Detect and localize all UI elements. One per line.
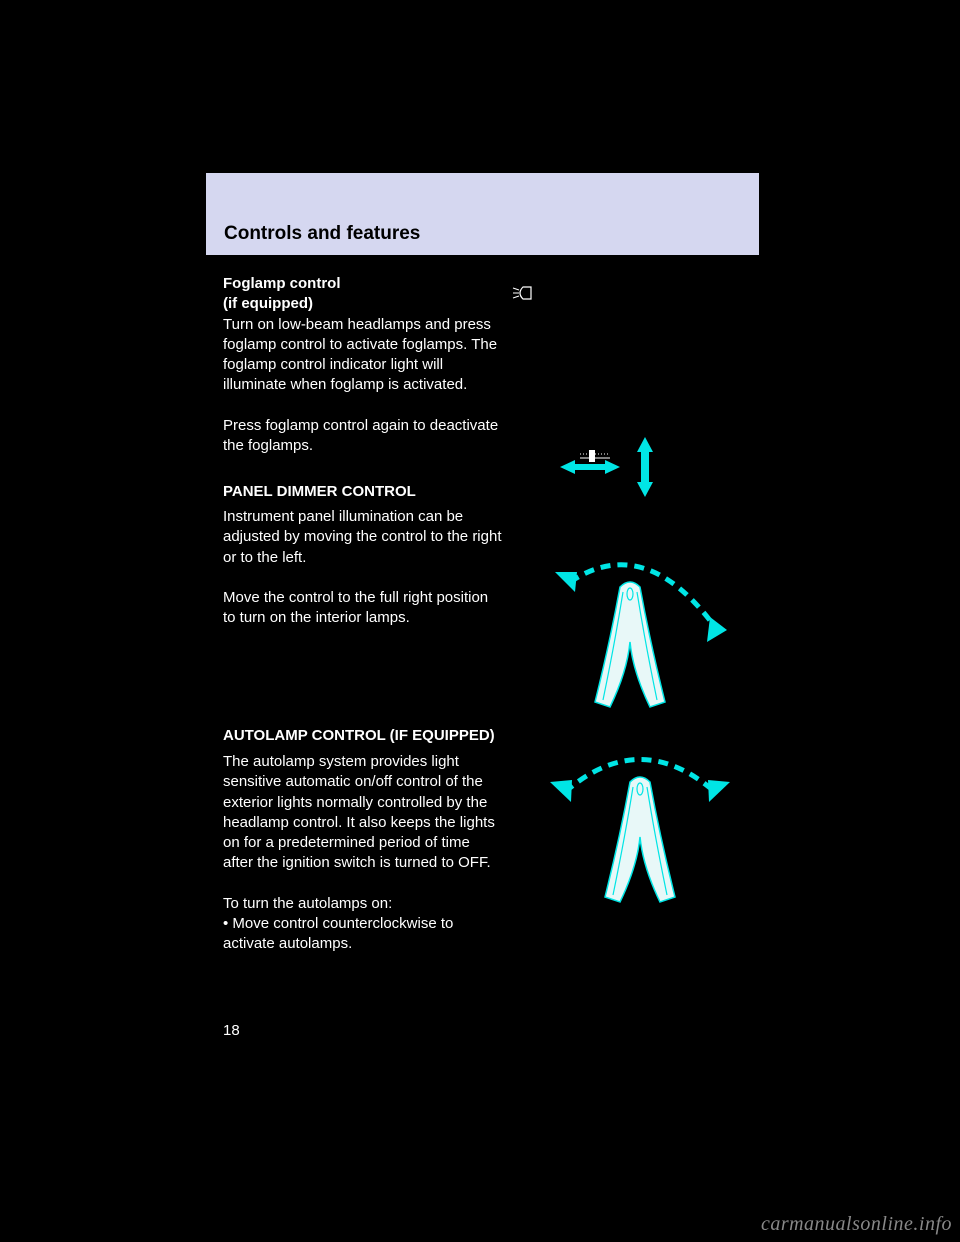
watermark-text: carmanualsonline.info <box>761 1213 952 1236</box>
arc-arrowhead-right-icon-2 <box>708 780 730 802</box>
panel-dimmer-p2: Move the control to the full right posit… <box>223 589 488 626</box>
autolamp-p2-label: To turn the autolamps on: <box>223 895 392 912</box>
lever-figure-1 <box>515 542 765 742</box>
arc-arrowhead-left-icon <box>555 572 577 592</box>
arc-arrowhead-right-icon <box>707 617 727 642</box>
lever-icon <box>595 582 665 707</box>
foglamp-heading: Foglamp control <box>223 275 341 292</box>
section-header-bar: Controls and features <box>205 172 760 256</box>
page-number: 18 <box>223 1022 240 1039</box>
manual-page: Controls and features Foglamp control (i… <box>205 172 760 1042</box>
foglamp-p1: Turn on low-beam headlamps and press fog… <box>223 316 497 394</box>
foglamp-heading-2: (if equipped) <box>223 295 313 312</box>
autolamp-p2-item: • Move control counterclockwise to activ… <box>223 915 453 952</box>
autolamp-p1: The autolamp system provides light sensi… <box>223 753 495 871</box>
foglamp-paragraph: Foglamp control (if equipped) Turn on lo… <box>223 274 503 456</box>
section-header-title: Controls and features <box>224 223 420 245</box>
horizontal-arrow-icon <box>560 460 620 474</box>
foglamp-p2: Press foglamp control again to deactivat… <box>223 417 498 454</box>
panel-dimmer-paragraphs: Instrument panel illumination can be adj… <box>223 507 503 629</box>
lever-icon-2 <box>605 777 675 902</box>
panel-dimmer-p1: Instrument panel illumination can be adj… <box>223 508 502 566</box>
autolamp-paragraphs: The autolamp system provides light sensi… <box>223 752 503 955</box>
foglamp-icon-figure <box>505 267 755 332</box>
vertical-arrow-icon <box>637 437 653 497</box>
lever-figure-2 <box>515 732 765 932</box>
dimmer-slider-icon <box>580 450 610 462</box>
panel-dimmer-icon-figure <box>525 432 755 512</box>
arc-arrowhead-left-icon-2 <box>550 780 572 802</box>
